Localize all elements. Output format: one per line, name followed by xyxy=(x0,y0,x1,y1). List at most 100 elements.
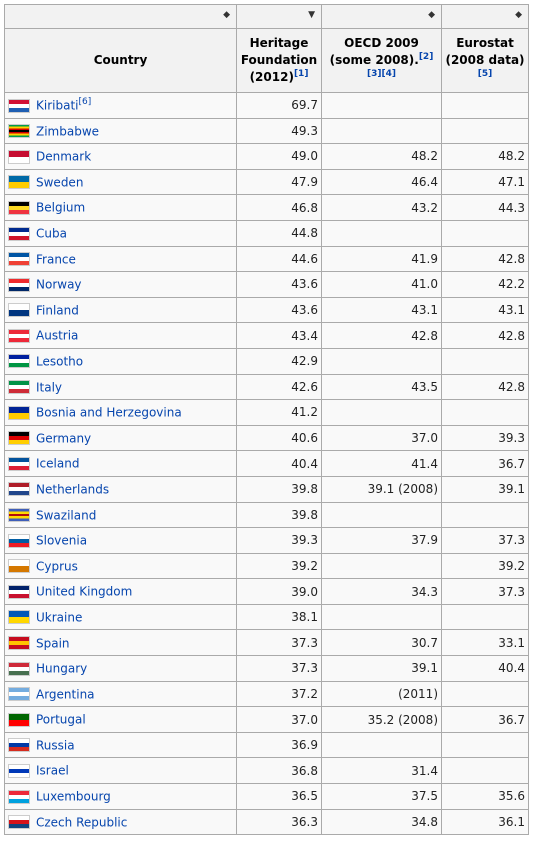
country-link[interactable]: Cyprus xyxy=(36,559,78,574)
table-row: Israel 36.8 31.4 xyxy=(4,757,529,785)
eurostat-value-cell xyxy=(441,731,529,759)
oecd-value-cell: 35.2 (2008) xyxy=(321,706,442,733)
oecd-value-cell: 48.2 xyxy=(321,143,442,170)
heritage-value-cell: 38.1 xyxy=(236,603,322,631)
eurostat-column-header[interactable]: Eurostat (2008 data)[5] xyxy=(441,28,529,93)
country-link[interactable]: Ukraine xyxy=(36,610,83,625)
country-link[interactable]: Israel xyxy=(36,763,69,778)
flag-icon xyxy=(8,98,30,113)
country-link[interactable]: Portugal xyxy=(36,712,86,727)
flag-icon xyxy=(8,226,30,241)
country-link[interactable]: Norway xyxy=(36,277,82,292)
country-link[interactable]: Cuba xyxy=(36,226,67,241)
country-link[interactable]: Luxembourg xyxy=(36,789,111,804)
country-link[interactable]: Belgium xyxy=(36,200,86,215)
eurostat-value-cell: 36.7 xyxy=(441,706,529,733)
table-row: Netherlands 39.8 39.1 (2008) 39.1 xyxy=(4,475,529,503)
flag-icon xyxy=(8,456,30,471)
country-link[interactable]: Germany xyxy=(36,431,92,446)
flag-icon xyxy=(8,277,30,292)
heritage-value-cell: 39.8 xyxy=(236,475,322,503)
country-link[interactable]: Denmark xyxy=(36,149,92,164)
country-cell: Zimbabwe xyxy=(4,117,237,145)
country-link[interactable]: Sweden xyxy=(36,175,84,190)
sort-row: ◆ ▼ ◆ ◆ xyxy=(4,4,529,29)
country-link[interactable]: Iceland xyxy=(36,456,80,471)
country-link[interactable]: France xyxy=(36,252,76,267)
country-cell: Italy xyxy=(4,373,237,401)
country-link[interactable]: Hungary xyxy=(36,661,88,676)
oecd-value-cell: 41.4 xyxy=(321,450,442,477)
country-cell: Sweden xyxy=(4,168,237,196)
heritage-ref-link[interactable]: [1] xyxy=(293,69,309,79)
country-link[interactable]: Slovenia xyxy=(36,533,88,548)
heritage-value-cell: 37.2 xyxy=(236,680,322,708)
country-link[interactable]: Austria xyxy=(36,328,79,343)
flag-icon xyxy=(8,380,30,395)
flag-icon xyxy=(8,354,30,369)
tax-revenue-table: ◆ ▼ ◆ ◆ Country Heritage Foundation (201… xyxy=(4,4,529,836)
country-link[interactable]: Swaziland xyxy=(36,508,97,523)
flag-icon xyxy=(8,482,30,497)
heritage-column-header[interactable]: Heritage Foundation (2012)[1] xyxy=(236,28,322,93)
country-link[interactable]: Bosnia and Herzegovina xyxy=(36,405,182,420)
table-row: Cuba 44.8 xyxy=(4,219,529,247)
table-row: Sweden 47.9 46.4 47.1 xyxy=(4,168,529,196)
eurostat-value-cell xyxy=(441,347,529,375)
heritage-value-cell: 40.6 xyxy=(236,424,322,452)
table-row: Lesotho 42.9 xyxy=(4,347,529,375)
sort-both-icon: ◆ xyxy=(223,10,230,20)
country-link[interactable]: Kiribati xyxy=(36,98,79,113)
country-cell: France xyxy=(4,245,237,273)
heritage-value-cell: 36.5 xyxy=(236,783,322,810)
eurostat-ref-link[interactable]: [5] xyxy=(477,69,493,79)
country-link[interactable]: Czech Republic xyxy=(36,815,128,830)
table-row: Portugal 37.0 35.2 (2008) 36.7 xyxy=(4,706,529,733)
country-link[interactable]: Italy xyxy=(36,380,63,395)
oecd-ref-link[interactable]: [2][3][4] xyxy=(367,52,434,79)
sort-eurostat-header[interactable]: ◆ xyxy=(441,4,529,29)
heritage-value-cell: 41.2 xyxy=(236,399,322,426)
eurostat-value-cell: 40.4 xyxy=(441,655,529,682)
country-link[interactable]: Zimbabwe xyxy=(36,124,100,139)
country-link[interactable]: Spain xyxy=(36,636,70,651)
country-cell: Czech Republic xyxy=(4,808,237,836)
eurostat-value-cell: 36.7 xyxy=(441,450,529,477)
country-link[interactable]: Russia xyxy=(36,738,75,753)
sort-heritage-header[interactable]: ▼ xyxy=(236,4,322,29)
country-cell: Belgium xyxy=(4,194,237,221)
country-cell: Cuba xyxy=(4,219,237,247)
flag-icon xyxy=(8,124,30,139)
flag-icon xyxy=(8,763,30,778)
country-link[interactable]: United Kingdom xyxy=(36,584,133,599)
sort-oecd-header[interactable]: ◆ xyxy=(321,4,442,29)
eurostat-value-cell: 43.1 xyxy=(441,296,529,324)
heritage-value-cell: 43.4 xyxy=(236,322,322,349)
oecd-column-header[interactable]: OECD 2009 (some 2008).[2][3][4] xyxy=(321,28,442,93)
oecd-value-cell xyxy=(321,92,442,119)
oecd-value-cell: 42.8 xyxy=(321,322,442,349)
eurostat-value-cell: 39.1 xyxy=(441,475,529,503)
flag-icon xyxy=(8,559,30,574)
country-link[interactable]: Argentina xyxy=(36,687,95,702)
country-cell: Portugal xyxy=(4,706,237,733)
table-row: Hungary 37.3 39.1 40.4 xyxy=(4,655,529,682)
country-column-header[interactable]: Country xyxy=(4,28,237,93)
oecd-value-cell: 46.4 xyxy=(321,168,442,196)
flag-icon xyxy=(8,303,30,318)
country-link[interactable]: Lesotho xyxy=(36,354,84,369)
country-cell: Denmark xyxy=(4,143,237,170)
oecd-value-cell xyxy=(321,603,442,631)
oecd-value-cell: 41.0 xyxy=(321,271,442,298)
country-ref-link[interactable]: [6] xyxy=(78,97,92,108)
oecd-value-cell: 43.5 xyxy=(321,373,442,401)
eurostat-value-cell xyxy=(441,680,529,708)
oecd-value-cell: 43.2 xyxy=(321,194,442,221)
heritage-value-cell: 49.0 xyxy=(236,143,322,170)
sort-country-header[interactable]: ◆ xyxy=(4,4,237,29)
flag-icon xyxy=(8,636,30,651)
country-link[interactable]: Finland xyxy=(36,303,79,318)
oecd-value-cell: 37.5 xyxy=(321,783,442,810)
flag-icon xyxy=(8,584,30,599)
country-link[interactable]: Netherlands xyxy=(36,482,110,497)
